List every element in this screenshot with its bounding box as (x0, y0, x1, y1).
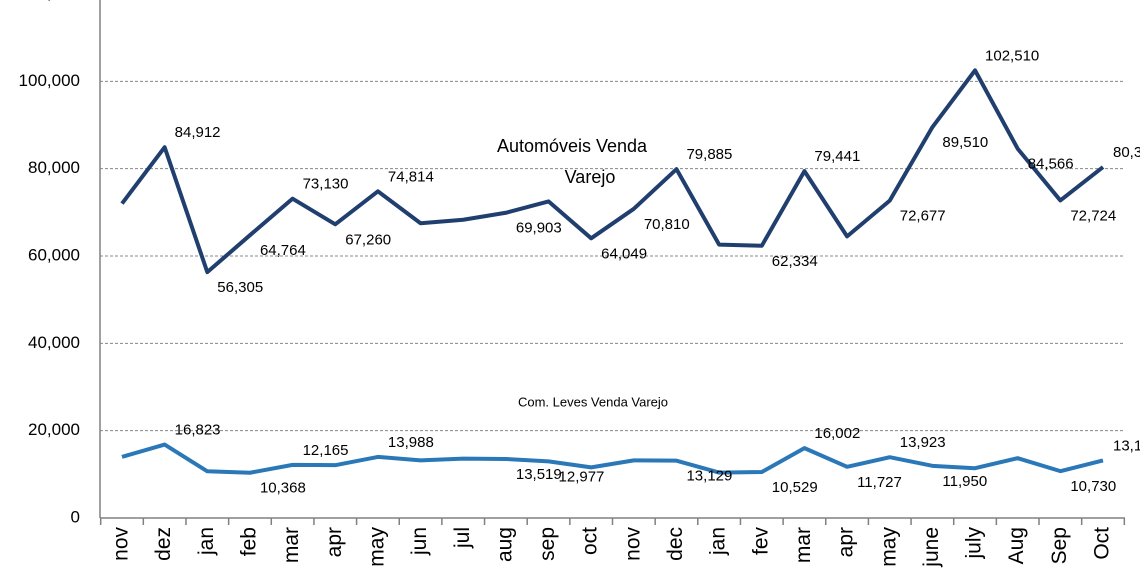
y-tick-label: 120,000 (19, 0, 80, 2)
data-label: 16,002 (814, 425, 860, 442)
data-label: 10,529 (772, 479, 818, 496)
x-tick-label: jan (707, 527, 730, 556)
data-label: 13,988 (388, 434, 434, 451)
data-label: 13,182 (1113, 437, 1140, 454)
data-label: 67,260 (345, 231, 391, 248)
data-label: 80,376 (1113, 144, 1140, 161)
y-tick-label: 60,000 (28, 245, 80, 264)
data-label: 13,519 (516, 466, 562, 483)
data-label: 12,977 (559, 468, 605, 485)
series-line (121, 442, 1104, 475)
data-label: 79,441 (814, 148, 860, 165)
data-label: 16,823 (175, 422, 221, 439)
y-tick-label: 40,000 (28, 333, 80, 352)
x-tick-label: jul (451, 527, 474, 549)
data-label: 11,727 (857, 474, 902, 491)
data-label: 11,950 (942, 473, 987, 490)
data-label: 79,885 (686, 146, 732, 163)
x-tick-label: mar (792, 527, 815, 563)
data-label: 102,510 (985, 47, 1039, 64)
y-tick-label: 20,000 (28, 420, 80, 439)
data-label: 89,510 (942, 134, 988, 151)
x-tick-label: dec (664, 527, 687, 561)
x-tick-label: may (365, 527, 388, 567)
data-label: 12,165 (303, 442, 349, 459)
data-label: 73,130 (303, 176, 349, 193)
series-line (120, 68, 1105, 275)
y-tick-label: 0 (71, 507, 80, 526)
x-tick-label: sep (536, 527, 559, 561)
data-label: 62,334 (772, 253, 818, 270)
x-tick-label: july (963, 527, 986, 560)
x-tick-label: apr (323, 527, 346, 557)
x-tick-label: jan (195, 527, 218, 556)
x-tick-label: Aug (1005, 527, 1028, 564)
data-label: 64,764 (260, 242, 306, 259)
x-tick-label: may (877, 527, 900, 567)
x-tick-label: nov (110, 527, 133, 561)
data-label: 84,566 (1028, 156, 1074, 173)
data-label: 72,677 (900, 208, 946, 225)
y-tick-label: 80,000 (28, 158, 80, 177)
x-tick-label: nov (621, 527, 644, 561)
y-tick-label: 100,000 (19, 71, 80, 90)
x-tick-label: Sep (1048, 527, 1071, 564)
data-label: 74,814 (388, 168, 434, 185)
data-label: 13,129 (686, 468, 732, 485)
series-annotation: Com. Leves Venda Varejo (518, 394, 668, 409)
series-annotation: Automóveis Venda Varejo (497, 136, 648, 187)
x-tick-label: aug (493, 527, 516, 562)
x-tick-label: jun (408, 527, 431, 556)
data-label: 10,730 (1070, 478, 1116, 495)
data-label: 13,923 (900, 434, 946, 451)
x-tick-label: dez (152, 527, 175, 561)
x-tick-label: fev (749, 527, 772, 556)
plot: 0 20,000 40,000 60,000 80,000 100,000 120,000 n… (19, 0, 1140, 568)
data-label: 72,724 (1070, 207, 1116, 224)
data-label: 56,305 (217, 279, 263, 296)
x-tick-label: mar (280, 527, 303, 563)
data-label: 84,912 (175, 124, 221, 141)
x-tick-label: Oct (1091, 527, 1114, 560)
data-label: 69,903 (516, 220, 562, 237)
x-tick-label: oct (579, 527, 602, 555)
x-tick-label: apr (835, 527, 858, 557)
data-label: 64,049 (601, 245, 647, 262)
x-tick-label: feb (238, 527, 261, 556)
data-label: 10,368 (260, 480, 306, 497)
x-tick-label: june (920, 527, 943, 568)
data-label: 70,810 (644, 216, 690, 233)
